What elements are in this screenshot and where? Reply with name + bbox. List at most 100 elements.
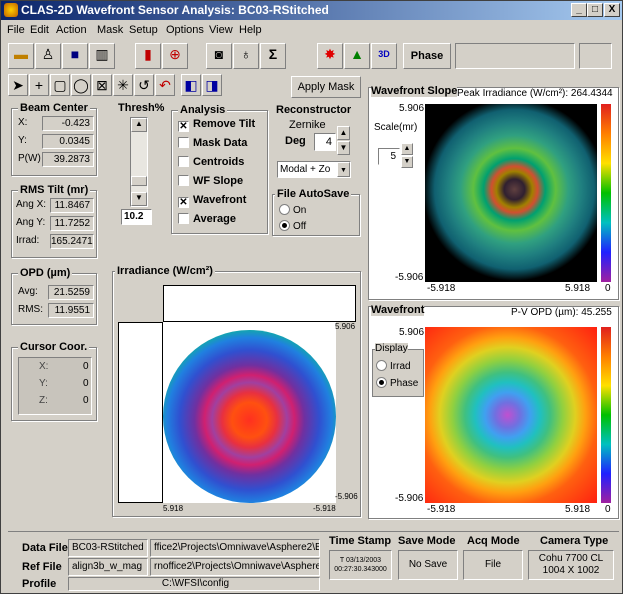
display-phase-radio[interactable]: Phase — [376, 377, 418, 389]
autosave-on-radio[interactable]: On — [279, 204, 306, 216]
timestamp-date: T 03/13/2003 — [339, 557, 382, 564]
beam-x-label: X: — [18, 117, 28, 128]
minimize-button[interactable]: _ — [571, 3, 587, 17]
wavefront-map[interactable] — [425, 327, 597, 503]
timestamp-label: Time Stamp — [329, 535, 392, 547]
layer-select-icon[interactable]: ◨ — [202, 74, 222, 96]
sigma-icon[interactable]: Σ — [260, 43, 286, 69]
wavefront-check-mark: ✕ — [178, 197, 189, 208]
3d-view-icon[interactable]: 3D — [371, 43, 397, 69]
display-irrad-radio[interactable]: Irrad — [376, 360, 411, 372]
menu-bar: File Edit Action Mask Setup Options View… — [1, 21, 622, 39]
irradiance-ytop-label: 5.906 — [335, 322, 356, 331]
phase-radio-label: Phase — [390, 378, 419, 389]
menu-edit[interactable]: Edit — [30, 24, 49, 36]
menu-options[interactable]: Options — [166, 24, 204, 36]
apply-mask-button[interactable]: Apply Mask — [291, 76, 361, 98]
save-mode-label: Save Mode — [398, 535, 456, 547]
wf-slope-label: WF Slope — [193, 175, 244, 187]
mask-circle-icon[interactable]: ◯ — [71, 74, 91, 96]
scale-spin-up[interactable]: ▲ — [401, 143, 413, 155]
menu-setup[interactable]: Setup — [129, 24, 158, 36]
irradiance-xmin-label: 5.918 — [163, 504, 184, 513]
display-label: Display — [375, 343, 408, 354]
surface-icon[interactable]: ▲ — [344, 43, 370, 69]
wf-slope-checkbox[interactable]: WF Slope — [178, 175, 243, 187]
camera-icon[interactable]: ◙ — [206, 43, 232, 69]
ref-file-path: rnoffice2\Projects\Omniwave\Asphere — [150, 558, 320, 576]
camera-person-icon[interactable]: ♙ — [35, 43, 61, 69]
deg-spin-down[interactable]: ▼ — [337, 141, 350, 155]
opd-title: OPD (µm) — [18, 267, 73, 279]
status-field-2 — [579, 43, 612, 69]
wavefront-checkbox[interactable]: ✕ Wavefront — [178, 194, 246, 208]
cursor-x-label: X: — [39, 361, 49, 372]
flask-icon[interactable]: ♁ — [233, 43, 259, 69]
mask-rect-icon[interactable]: ▢ — [50, 74, 70, 96]
beam-center-title: Beam Center — [18, 102, 90, 114]
profile-label: Profile — [22, 578, 57, 590]
wf-slope-check-mark — [178, 175, 189, 186]
display-group: Display Irrad Phase — [372, 343, 424, 397]
slope-scale-label: Scale(mr) — [374, 122, 418, 133]
wavefront-colorbar — [601, 327, 611, 503]
panel-icon[interactable]: ▥ — [89, 43, 115, 69]
maximize-button[interactable]: □ — [587, 3, 603, 17]
mask-data-checkbox[interactable]: Mask Data — [178, 137, 247, 149]
open-folder-icon[interactable]: ▬ — [8, 43, 34, 69]
autosave-off-radio[interactable]: Off — [279, 220, 306, 232]
menu-view[interactable]: View — [209, 24, 233, 36]
wavefront-panel: Wavefront P-V OPD (µm): 45.255 5.906 Dis… — [368, 304, 619, 519]
layer-icon[interactable]: ◧ — [181, 74, 201, 96]
average-checkbox[interactable]: Average — [178, 213, 236, 225]
undo-icon[interactable]: ↶ — [155, 74, 175, 96]
chevron-down-icon[interactable]: ▼ — [337, 162, 350, 177]
centroids-checkbox[interactable]: Centroids — [178, 156, 244, 168]
mask-x-icon[interactable]: ⊠ — [92, 74, 112, 96]
bar-chart-icon[interactable]: ▮ — [135, 43, 161, 69]
title-bar[interactable]: CLAS-2D Wavefront Sensor Analysis: BC03-… — [1, 1, 622, 20]
wavefront-slope-map[interactable] — [425, 104, 597, 282]
slope-vector-field — [425, 104, 597, 282]
slope-scale-field[interactable]: 5 — [378, 148, 400, 165]
wavefront-cbar-min-label: 0 — [605, 504, 611, 515]
beam-x-value: -0.423 — [42, 116, 94, 131]
pointer-icon[interactable]: ➤ — [8, 74, 28, 96]
slider-up-button[interactable]: ▲ — [131, 118, 147, 132]
scale-spin-down[interactable]: ▼ — [401, 156, 413, 168]
irradiance-map[interactable] — [163, 322, 336, 503]
wavefront-ytop-label: 5.906 — [399, 327, 425, 338]
slope-peak-label: Peak Irradiance (W/cm²): 264.4344 — [457, 88, 613, 99]
crosshair-icon[interactable]: + — [29, 74, 49, 96]
spot-pattern-icon[interactable]: ✸ — [317, 43, 343, 69]
status-area: Data File BC03-RStitched ffice2\Projects… — [8, 531, 619, 591]
angy-value: 11.7252 — [50, 216, 94, 231]
slider-thumb[interactable] — [131, 176, 147, 186]
opd-group: OPD (µm) Avg: 21.5259 RMS: 11.9551 — [11, 267, 97, 325]
target-icon[interactable]: ⊕ — [162, 43, 188, 69]
sparkle-icon[interactable]: ✳ — [113, 74, 133, 96]
menu-action[interactable]: Action — [56, 24, 87, 36]
beam-y-label: Y: — [18, 135, 27, 146]
slider-down-button[interactable]: ▼ — [131, 192, 147, 206]
remove-tilt-checkbox[interactable]: ✕ Remove Tilt — [178, 118, 255, 132]
thresh-value-field[interactable]: 10.2 — [121, 209, 152, 225]
close-button[interactable]: X — [604, 3, 620, 17]
menu-mask[interactable]: Mask — [97, 24, 124, 36]
thresh-slider[interactable]: ▲ ▼ — [130, 117, 148, 207]
zernike-label: Zernike — [289, 119, 326, 131]
centroids-label: Centroids — [193, 156, 245, 168]
deg-field[interactable]: 4 — [314, 133, 336, 151]
slope-title: Wavefront Slope — [371, 85, 458, 97]
timestamp-value: T 03/13/2003 00:27:30.343000 — [329, 550, 392, 580]
deg-spin-up[interactable]: ▲ — [337, 126, 350, 140]
menu-help[interactable]: Help — [239, 24, 262, 36]
menu-file[interactable]: File — [7, 24, 25, 36]
mode-selected-value: Modal + Zo — [280, 164, 331, 175]
save-disk-icon[interactable]: ■ — [62, 43, 88, 69]
remove-tilt-check-mark: ✕ — [178, 121, 189, 132]
reconstructor-mode-select[interactable]: Modal + Zo ▼ — [277, 161, 351, 178]
rotate-icon[interactable]: ↺ — [134, 74, 154, 96]
opd-avg-value: 21.5259 — [48, 285, 94, 300]
analysis-group: Analysis ✕ Remove Tilt Mask Data Centroid… — [171, 104, 268, 234]
